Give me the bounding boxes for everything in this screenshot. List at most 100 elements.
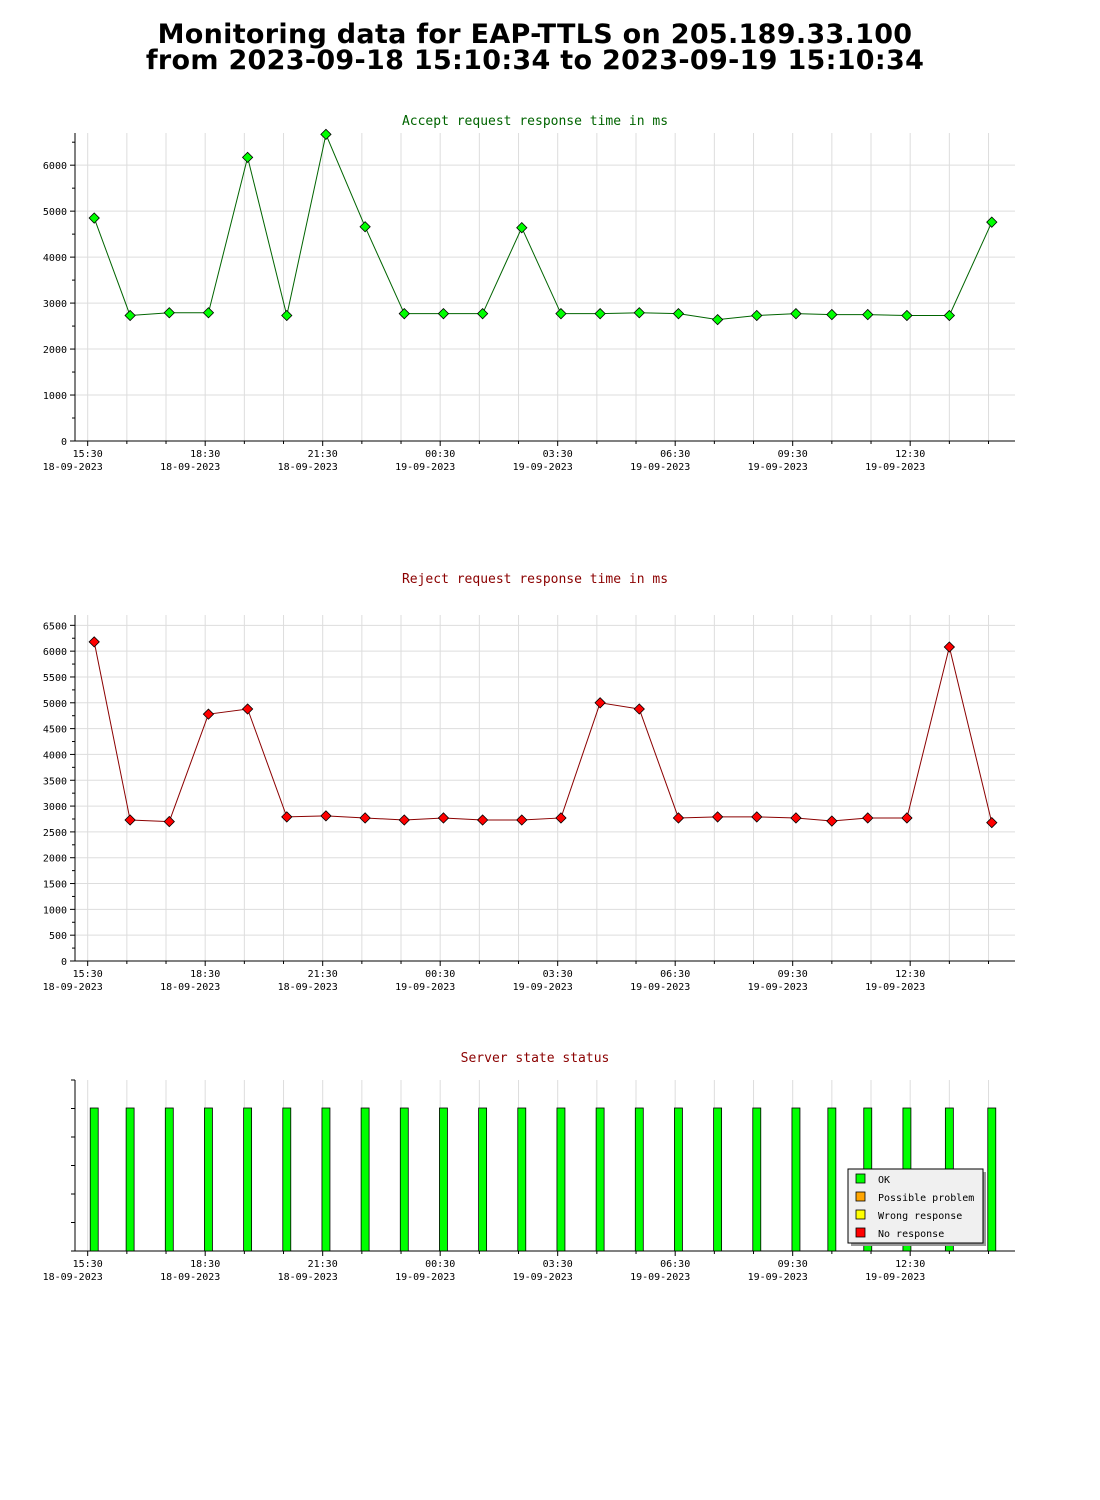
x-tick-label-time: 00:30	[425, 1259, 455, 1270]
data-point	[476, 814, 489, 826]
x-tick-label-time: 03:30	[543, 1259, 573, 1270]
y-tick-label: 5500	[43, 673, 67, 684]
data-point	[862, 308, 874, 321]
y-tick-label: 3000	[43, 299, 67, 310]
x-tick-label-date: 19-09-2023	[865, 982, 925, 993]
legend-label: Possible problem	[878, 1193, 974, 1204]
status-bar	[827, 1107, 837, 1252]
y-tick-label: 3500	[43, 776, 67, 787]
x-tick-label-date: 19-09-2023	[395, 1272, 455, 1283]
data-point	[124, 309, 136, 322]
legend-label: Wrong response	[878, 1211, 962, 1222]
x-tick-label-date: 18-09-2023	[43, 462, 103, 473]
data-point	[826, 815, 838, 827]
x-tick-label-date: 19-09-2023	[748, 1272, 808, 1283]
data-point	[594, 697, 606, 709]
data-point	[901, 812, 913, 824]
x-tick-label-time: 09:30	[778, 969, 808, 980]
status-bar	[360, 1107, 370, 1252]
x-tick-label-date: 18-09-2023	[43, 982, 103, 993]
data-point	[359, 812, 371, 824]
data-point	[163, 815, 175, 828]
data-point	[202, 307, 215, 319]
page-title: Monitoring data for EAP-TTLS on 205.189.…	[0, 21, 1070, 76]
y-tick-label: 2000	[43, 345, 67, 356]
y-tick-label: 1500	[43, 880, 67, 891]
legend-swatch	[855, 1209, 866, 1220]
x-tick-label-time: 15:30	[73, 449, 103, 460]
x-tick-label-date: 19-09-2023	[630, 1272, 690, 1283]
x-tick-label-date: 18-09-2023	[278, 982, 338, 993]
data-point	[943, 309, 956, 322]
data-point	[88, 636, 100, 648]
x-tick-label-time: 00:30	[425, 449, 455, 460]
y-tick-label: 4000	[43, 253, 67, 264]
status-bar	[399, 1107, 409, 1252]
y-tick-label: 500	[49, 931, 67, 942]
data-point	[555, 812, 567, 824]
legend-swatch	[855, 1173, 866, 1184]
x-tick-label-time: 00:30	[425, 969, 455, 980]
status-bar	[89, 1107, 99, 1252]
data-point	[437, 812, 450, 824]
x-tick-label-time: 06:30	[660, 449, 690, 460]
y-tick-label: 4000	[43, 750, 67, 761]
x-tick-label-date: 18-09-2023	[43, 1272, 103, 1283]
data-point	[398, 308, 410, 320]
accept-response-chart: Accept request response time in ms 15:30 1…	[43, 114, 1015, 473]
x-tick-label-time: 21:30	[308, 449, 338, 460]
data-point	[281, 309, 293, 322]
data-point	[862, 812, 874, 824]
data-point	[901, 309, 913, 322]
x-tick-label-time: 09:30	[778, 1259, 808, 1270]
x-tick-label-date: 18-09-2023	[160, 462, 220, 473]
x-tick-label-date: 19-09-2023	[630, 462, 690, 473]
y-tick-label: 6000	[43, 647, 67, 658]
x-tick-label-date: 19-09-2023	[513, 1272, 573, 1283]
status-bar	[164, 1107, 174, 1252]
x-tick-label-time: 21:30	[308, 969, 338, 980]
data-point	[790, 308, 802, 320]
x-tick-label-date: 19-09-2023	[748, 462, 808, 473]
x-tick-label-date: 18-09-2023	[278, 1272, 338, 1283]
data-point	[790, 812, 802, 824]
data-point	[986, 216, 998, 228]
x-tick-label-date: 19-09-2023	[865, 1272, 925, 1283]
data-point	[672, 308, 685, 320]
data-point	[594, 308, 606, 320]
x-tick-label-time: 09:30	[778, 449, 808, 460]
status-bar	[791, 1107, 801, 1252]
data-point	[516, 222, 528, 234]
x-tick-label-time: 12:30	[895, 969, 925, 980]
status-chart-title: Server state status	[461, 1051, 610, 1066]
x-tick-label-time: 12:30	[895, 1259, 925, 1270]
legend-swatch	[855, 1227, 866, 1238]
data-point	[437, 308, 450, 320]
data-point	[281, 811, 293, 823]
y-tick-label: 6500	[43, 621, 67, 632]
data-point	[241, 151, 254, 164]
x-tick-label-date: 19-09-2023	[513, 982, 573, 993]
status-bar	[713, 1107, 723, 1252]
server-status-chart: Server state status 15:30 18-09-2023 18:30 1…	[43, 1051, 1015, 1283]
y-tick-label: 4500	[43, 725, 67, 736]
x-tick-label-time: 21:30	[308, 1259, 338, 1270]
status-bar	[517, 1107, 527, 1252]
status-bar	[125, 1107, 135, 1252]
y-tick-label: 6000	[43, 161, 67, 172]
page-title-line-2: from 2023-09-18 15:10:34 to 2023-09-19 1…	[145, 45, 925, 76]
data-point	[398, 814, 410, 826]
status-bar	[987, 1107, 997, 1252]
status-bar	[674, 1107, 683, 1252]
status-bar	[204, 1107, 213, 1252]
x-tick-label-date: 18-09-2023	[160, 1272, 220, 1283]
x-tick-label-date: 19-09-2023	[630, 982, 690, 993]
x-tick-label-date: 19-09-2023	[513, 462, 573, 473]
x-tick-label-date: 19-09-2023	[395, 462, 455, 473]
data-point	[124, 814, 136, 826]
reject-title: Reject request response time in ms	[402, 572, 668, 587]
status-bar	[595, 1107, 605, 1252]
data-point	[751, 309, 763, 322]
y-tick-label: 0	[61, 437, 67, 448]
legend-box	[847, 1168, 984, 1244]
